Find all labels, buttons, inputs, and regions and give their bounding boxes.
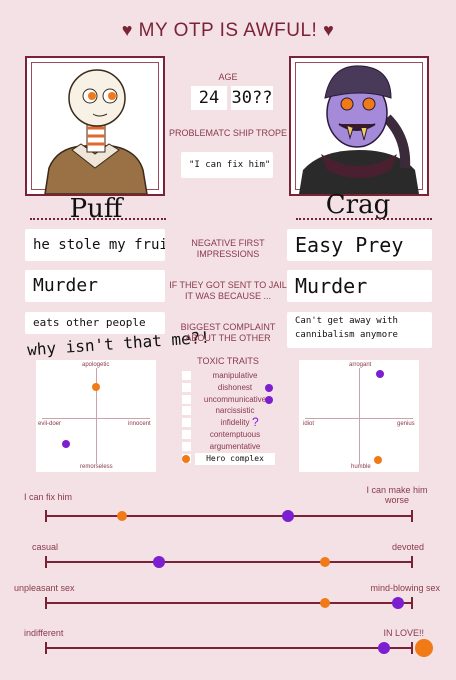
trait-label: manipulative (212, 371, 258, 380)
left-grid-left-label: evil-doer (38, 421, 62, 427)
puff-slider-marker[interactable] (319, 598, 330, 608)
trait-checkbox[interactable] (182, 382, 191, 392)
toxic-trait-row: narcissistic (180, 405, 276, 417)
trait-checkbox[interactable] (182, 441, 191, 451)
left-portrait (25, 56, 165, 196)
crag-slider-marker[interactable] (392, 597, 405, 609)
right-jail-answer: Murder (287, 270, 432, 302)
slider-left-label: casual (32, 542, 59, 552)
slider-end-tick (45, 642, 47, 654)
trait-label: Hero complex (195, 452, 275, 465)
heart-icon: ♥ (323, 20, 335, 40)
slider-right-label: mind-blowing sex (370, 583, 440, 593)
slider-end-tick (411, 556, 413, 568)
crag-drawing (299, 65, 419, 194)
title-text: MY OTP IS AWFUL! (138, 20, 318, 41)
left-negative-answer: he stole my fruit!! (25, 229, 165, 261)
slider-left-label: I can fix him (24, 492, 73, 502)
left-jail-answer: Murder (25, 270, 165, 302)
slider-track (45, 602, 413, 604)
right-complaint-answer: Can't get away with cannibalism anymore (287, 312, 432, 348)
slider-end-tick (45, 597, 47, 609)
trait-label: argumentative (209, 441, 261, 451)
puff-slider-marker[interactable] (117, 511, 128, 521)
right-portrait (289, 56, 429, 196)
slider-end-tick (45, 556, 47, 568)
right-name-underline (296, 218, 432, 220)
trait-label: contemptuous (209, 430, 261, 439)
slider-end-tick (45, 510, 47, 522)
right-grid-bottom-label: humble (351, 464, 371, 470)
slider-right-label: I can make him worse (366, 485, 428, 505)
negative-label: NEGATIVE FIRST IMPRESSIONS (191, 238, 265, 259)
left-complaint-answer: eats other people (25, 312, 165, 334)
crag-slider-marker[interactable] (377, 642, 390, 654)
trait-checkbox[interactable] (182, 430, 191, 439)
crag-grid-marker (376, 370, 384, 378)
trait-label: infidelity (220, 418, 250, 428)
left-grid-top-label: apologetic (82, 362, 110, 368)
slider-left-label: indifferent (24, 628, 64, 638)
left-grid-bottom-label: remorseless (80, 464, 113, 470)
slider-right-label: devoted (391, 542, 424, 552)
crag-slider-marker[interactable] (281, 510, 294, 522)
left-alignment-grid: apologetic remorseless evil-doer innocen… (36, 360, 156, 472)
infidelity-note: ? (252, 415, 259, 430)
toxic-trait-row: argumentative (180, 441, 276, 453)
trait-checkbox[interactable] (182, 394, 191, 404)
slider-end-tick (411, 510, 413, 522)
crag-trait-marker (265, 395, 273, 404)
right-grid-right-label: genius (397, 421, 415, 427)
toxic-trait-row: uncommunicative (180, 394, 276, 406)
puff-trait-marker (182, 454, 190, 463)
toxic-trait-row: contemptuous (180, 429, 276, 441)
toxic-trait-row: Hero complex (180, 452, 276, 465)
trait-checkbox[interactable] (182, 371, 191, 380)
trait-label: narcissistic (215, 406, 255, 416)
trope-answer: "I can fix him" (181, 152, 273, 178)
toxic-trait-row: infidelity? (180, 415, 276, 430)
crag-grid-marker (62, 440, 70, 448)
puff-slider-marker[interactable] (319, 557, 330, 567)
puff-drawing (44, 69, 148, 194)
complaint-label: BIGGEST COMPLAINT ABOUT THE OTHER (180, 322, 276, 343)
right-grid-left-label: idiot (303, 421, 315, 427)
right-grid-top-label: arrogant (349, 362, 372, 368)
crag-trait-marker (265, 383, 273, 392)
trait-label: uncommunicative (203, 394, 267, 404)
trait-label: dishonest (217, 382, 253, 392)
trope-label: PROBLEMATC SHIP TROPE (168, 128, 288, 138)
slider-end-tick (411, 597, 413, 609)
right-alignment-grid: arrogant humble idiot genius (299, 360, 419, 472)
heart-icon: ♥ (121, 20, 133, 40)
toxic-trait-row: dishonest (180, 382, 276, 394)
puff-slider-marker[interactable] (415, 639, 434, 657)
left-name-underline (30, 218, 166, 220)
slider-track (45, 561, 413, 563)
puff-grid-marker (92, 383, 100, 391)
page-title: ♥ MY OTP IS AWFUL! ♥ (0, 20, 456, 42)
trait-checkbox[interactable] (182, 418, 191, 428)
right-negative-answer: Easy Prey (287, 229, 432, 261)
toxic-label: TOXIC TRAITS (197, 356, 259, 366)
age-label: AGE (218, 72, 238, 82)
slider-end-tick (411, 642, 413, 654)
right-character-name: Crag (325, 190, 391, 220)
toxic-trait-row: manipulative (180, 370, 276, 382)
left-age: 24 (191, 86, 227, 110)
slider-track (45, 647, 413, 649)
left-grid-right-label: innocent (128, 421, 151, 427)
right-age: 30?? (231, 86, 273, 110)
crag-slider-marker[interactable] (153, 556, 166, 568)
jail-label: IF THEY GOT SENT TO JAIL IT WAS BECAUSE … (169, 280, 287, 301)
slider-right-label: IN LOVE!! (383, 628, 424, 638)
trait-checkbox[interactable] (182, 406, 191, 416)
slider-track (45, 515, 413, 517)
puff-grid-marker (374, 456, 382, 464)
slider-left-label: unpleasant sex (14, 583, 75, 593)
